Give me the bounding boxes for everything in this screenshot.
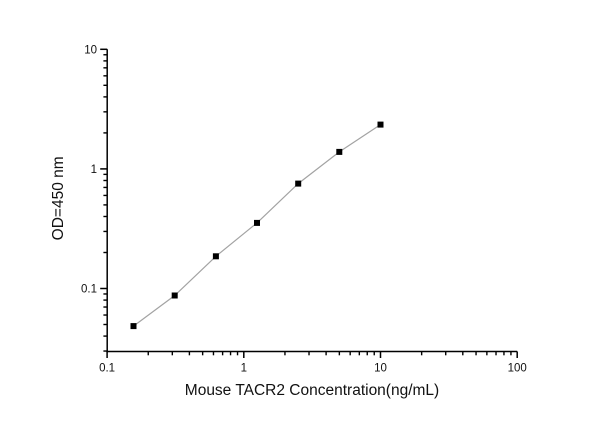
svg-text:1: 1	[91, 164, 97, 176]
svg-text:10: 10	[84, 44, 97, 56]
svg-text:0.1: 0.1	[99, 362, 115, 374]
svg-text:OD=450 nm: OD=450 nm	[50, 156, 67, 240]
svg-text:1: 1	[241, 362, 247, 374]
svg-text:100: 100	[508, 362, 527, 374]
svg-text:Mouse TACR2 Concentration(ng/m: Mouse TACR2 Concentration(ng/mL)	[185, 382, 439, 399]
svg-text:0.1: 0.1	[81, 284, 97, 296]
svg-text:10: 10	[374, 362, 387, 374]
